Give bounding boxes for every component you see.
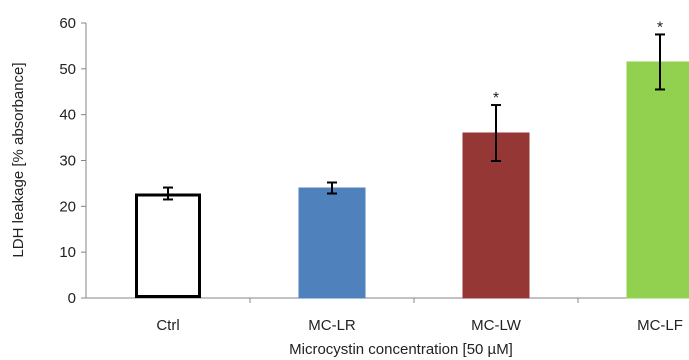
y-tick-label: 50: [59, 61, 76, 78]
x-tick-label: Ctrl: [156, 317, 179, 334]
x-tick-label: MC-LR: [308, 317, 356, 334]
x-axis-title: Microcystin concentration [50 µM]: [289, 341, 513, 358]
bar-ctrl: [135, 193, 201, 298]
y-tick-label: 30: [59, 153, 76, 170]
significance-marker: *: [657, 19, 663, 36]
bar-mc-lf: [626, 61, 689, 299]
y-tick-label: 0: [68, 290, 76, 307]
y-tick-label: 60: [59, 15, 76, 32]
significance-marker: *: [493, 90, 499, 107]
y-axis-title: LDH leakage [% absorbance]: [10, 62, 27, 257]
error-bars: [163, 33, 665, 201]
y-tick-label: 10: [59, 244, 76, 261]
labels: 0 10 20 30 40 50 60 Ctrl MC-LR * MC-LW * MC-LF: [59, 15, 683, 334]
bar-mc-lr: [298, 187, 366, 299]
y-tick-label: 40: [59, 107, 76, 124]
x-tick-label: MC-LF: [637, 317, 683, 334]
y-tick-label: 20: [59, 198, 76, 215]
x-tick-label: MC-LW: [471, 317, 522, 334]
bars: [135, 61, 689, 299]
